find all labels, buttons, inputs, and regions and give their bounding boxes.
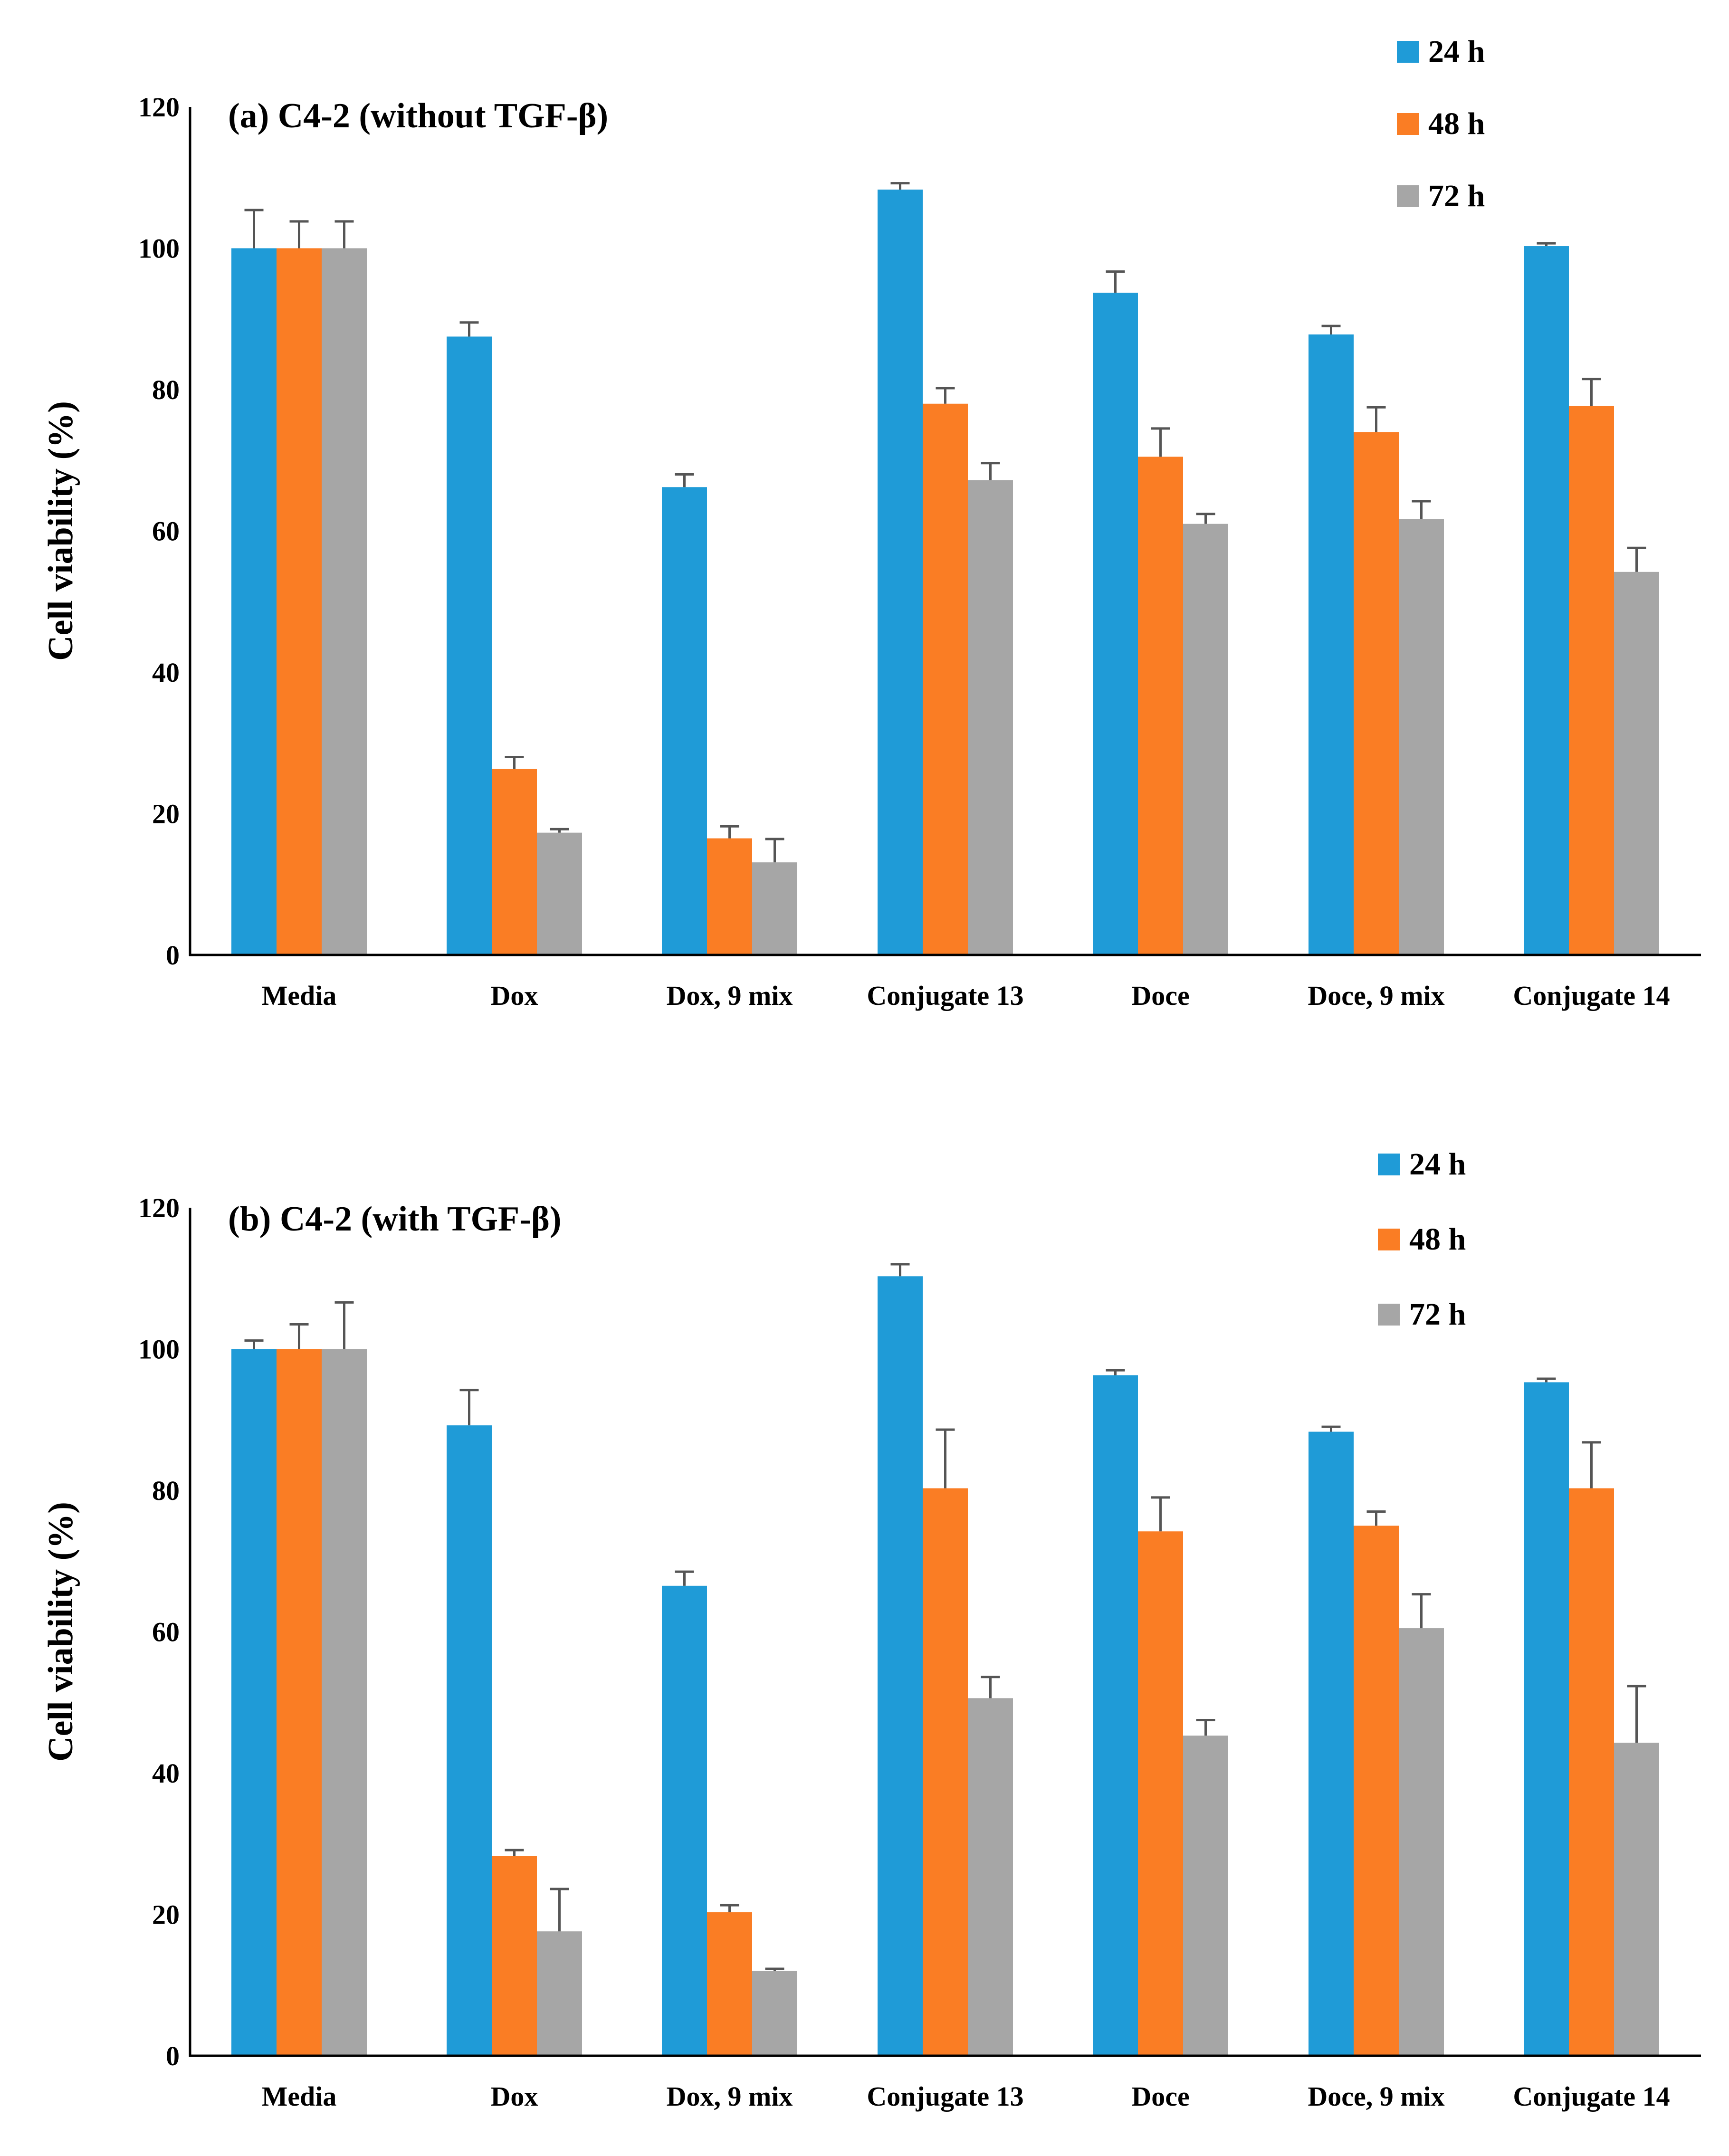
category-label: Conjugate 14	[1513, 2081, 1670, 2112]
y-axis-label: Cell viability (%)	[41, 401, 80, 661]
bar-48h-3	[923, 1488, 968, 2056]
y-axis-label: Cell viability (%)	[41, 1502, 80, 1762]
legend-label: 24 h	[1409, 1147, 1466, 1182]
bar-24h-2	[662, 487, 707, 955]
y-tick-label: 100	[138, 1334, 180, 1365]
bar-24h-0	[231, 1349, 277, 2056]
bar-72h-2	[752, 1971, 797, 2056]
legend-label: 72 h	[1409, 1297, 1466, 1332]
bar-72h-2	[752, 862, 797, 955]
y-tick-label: 80	[152, 374, 180, 405]
bar-72h-3	[968, 1698, 1013, 2056]
legend-label: 48 h	[1428, 106, 1485, 141]
y-tick-label: 20	[152, 1899, 180, 1930]
bar-24h-5	[1309, 1431, 1354, 2056]
bar-72h-5	[1399, 1628, 1444, 2056]
legend-swatch	[1397, 185, 1419, 207]
bar-48h-4	[1138, 1531, 1183, 2056]
bar-24h-5	[1309, 334, 1354, 955]
category-label: Doce	[1131, 980, 1189, 1011]
category-label: Conjugate 13	[867, 2081, 1023, 2112]
bar-48h-2	[707, 1912, 752, 2056]
bar-24h-4	[1093, 293, 1138, 955]
y-tick-label: 80	[152, 1475, 180, 1506]
chart-title: (a) C4-2 (without TGF-β)	[228, 96, 608, 135]
bar-48h-5	[1354, 432, 1399, 955]
bar-24h-0	[231, 248, 277, 955]
legend-swatch	[1378, 1304, 1400, 1326]
bar-24h-4	[1093, 1375, 1138, 2056]
bar-72h-1	[537, 1931, 582, 2056]
bar-72h-5	[1399, 519, 1444, 955]
bar-24h-3	[878, 190, 923, 955]
bar-72h-4	[1183, 1736, 1228, 2056]
bar-72h-4	[1183, 524, 1228, 955]
chart-title: (b) C4-2 (with TGF-β)	[228, 1200, 562, 1239]
y-tick-label: 0	[166, 940, 180, 971]
bar-24h-2	[662, 1585, 707, 2056]
chart-panel-a: 0 20 40 60 80 100 120 Media Dox Dox, 9 mix Conjuga…	[41, 34, 1701, 1011]
y-tick-label: 40	[152, 657, 180, 688]
bar-72h-0	[322, 248, 367, 955]
bar-48h-1	[492, 769, 537, 955]
bar-48h-0	[277, 248, 322, 955]
y-tick-label: 120	[138, 1192, 180, 1223]
bar-72h-1	[537, 832, 582, 955]
y-tick-label: 0	[166, 2041, 180, 2071]
category-label: Conjugate 14	[1513, 980, 1670, 1011]
legend-label: 72 h	[1428, 179, 1485, 213]
category-label: Doce, 9 mix	[1308, 2081, 1444, 2112]
bar-48h-5	[1354, 1526, 1399, 2056]
bar-48h-4	[1138, 457, 1183, 955]
bar-24h-1	[447, 336, 492, 955]
legend-swatch	[1397, 113, 1419, 135]
chart-panel-b: 0 20 40 60 80 100 120 Media Dox Dox, 9 mix Conjuga…	[41, 1147, 1701, 2112]
bar-72h-6	[1614, 572, 1659, 955]
bar-24h-6	[1524, 1382, 1569, 2056]
category-label: Media	[262, 2081, 337, 2112]
category-label: Conjugate 13	[867, 980, 1023, 1011]
bar-48h-6	[1569, 406, 1614, 955]
legend-swatch	[1397, 41, 1419, 63]
bar-48h-0	[277, 1349, 322, 2056]
bar-72h-6	[1614, 1743, 1659, 2056]
y-tick-label: 120	[138, 92, 180, 123]
bar-48h-1	[492, 1856, 537, 2056]
legend-label: 24 h	[1428, 34, 1485, 69]
y-tick-label: 60	[152, 516, 180, 547]
bar-24h-3	[878, 1276, 923, 2056]
category-label: Dox, 9 mix	[667, 2081, 793, 2112]
category-label: Doce, 9 mix	[1308, 980, 1444, 1011]
bar-72h-3	[968, 480, 1013, 955]
category-label: Dox	[491, 980, 538, 1011]
bar-48h-6	[1569, 1488, 1614, 2056]
category-label: Doce	[1131, 2081, 1189, 2112]
bar-48h-2	[707, 838, 752, 955]
bar-72h-0	[322, 1349, 367, 2056]
legend-swatch	[1378, 1229, 1400, 1250]
bar-24h-6	[1524, 246, 1569, 955]
category-label: Dox	[491, 2081, 538, 2112]
y-tick-label: 40	[152, 1758, 180, 1789]
legend-swatch	[1378, 1154, 1400, 1175]
bar-24h-1	[447, 1425, 492, 2056]
y-tick-label: 60	[152, 1617, 180, 1648]
y-tick-label: 20	[152, 799, 180, 830]
legend-label: 48 h	[1409, 1222, 1466, 1257]
y-tick-label: 100	[138, 233, 180, 264]
bar-48h-3	[923, 403, 968, 955]
category-label: Dox, 9 mix	[667, 980, 793, 1011]
category-label: Media	[262, 980, 337, 1011]
